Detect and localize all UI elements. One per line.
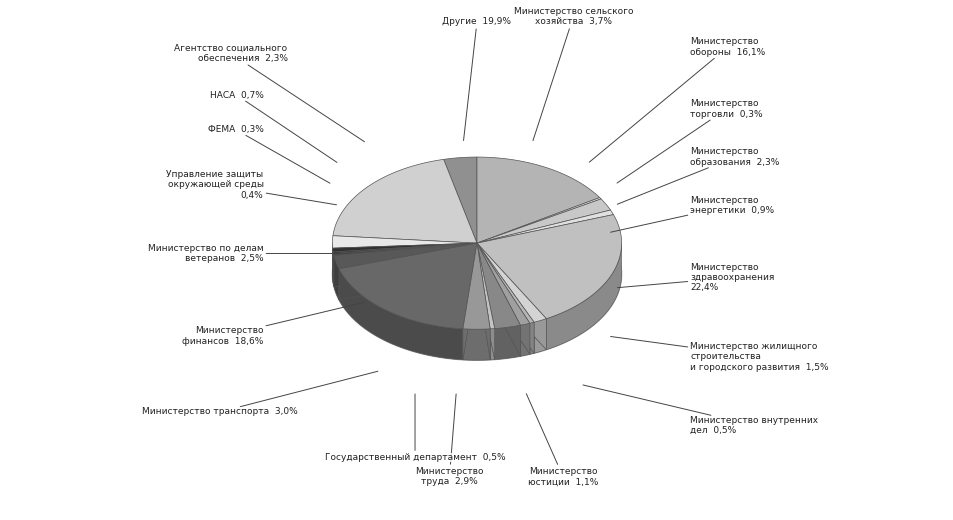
Polygon shape: [476, 243, 546, 349]
Polygon shape: [338, 243, 476, 300]
Polygon shape: [476, 243, 546, 322]
Polygon shape: [476, 243, 490, 360]
Polygon shape: [462, 329, 490, 360]
Text: Государственный департамент  0,5%: Государственный департамент 0,5%: [324, 394, 505, 462]
Polygon shape: [334, 243, 476, 284]
Polygon shape: [476, 243, 529, 325]
Text: Управление защиты
окружающей среды
0,4%: Управление защиты окружающей среды 0,4%: [166, 170, 336, 205]
Text: ФЕМА  0,3%: ФЕМА 0,3%: [208, 125, 330, 183]
Polygon shape: [462, 243, 476, 360]
Polygon shape: [334, 256, 338, 300]
Text: Министерство
юстиции  1,1%: Министерство юстиции 1,1%: [526, 394, 598, 486]
Text: Министерство внутренних
дел  0,5%: Министерство внутренних дел 0,5%: [582, 385, 818, 435]
Polygon shape: [495, 325, 520, 359]
Polygon shape: [332, 188, 621, 360]
Polygon shape: [333, 243, 476, 283]
Polygon shape: [476, 243, 520, 356]
Polygon shape: [334, 243, 476, 269]
Polygon shape: [476, 215, 621, 319]
Polygon shape: [476, 243, 495, 329]
Text: Министерство сельского
хозяйства  3,7%: Министерство сельского хозяйства 3,7%: [513, 7, 633, 140]
Polygon shape: [443, 157, 476, 243]
Text: Министерство по делам
ветеранов  2,5%: Министерство по делам ветеранов 2,5%: [148, 244, 350, 263]
Polygon shape: [332, 236, 476, 248]
Text: Министерство жилищного
строительства
и городского развития  1,5%: Министерство жилищного строительства и г…: [610, 336, 828, 372]
Polygon shape: [462, 243, 490, 329]
Text: Министерство
образования  2,3%: Министерство образования 2,3%: [617, 147, 779, 204]
Polygon shape: [476, 199, 610, 243]
Polygon shape: [334, 243, 476, 287]
Polygon shape: [476, 243, 495, 359]
Polygon shape: [334, 243, 476, 256]
Text: Министерство
труда  2,9%: Министерство труда 2,9%: [415, 394, 483, 486]
Polygon shape: [476, 243, 534, 353]
Polygon shape: [520, 323, 529, 356]
Polygon shape: [476, 243, 529, 354]
Polygon shape: [546, 243, 621, 349]
Polygon shape: [333, 243, 476, 283]
Text: Министерство
энергетики  0,9%: Министерство энергетики 0,9%: [610, 196, 774, 232]
Polygon shape: [490, 329, 495, 360]
Polygon shape: [333, 243, 476, 279]
Polygon shape: [476, 198, 600, 243]
Polygon shape: [338, 243, 476, 329]
Polygon shape: [462, 243, 476, 360]
Polygon shape: [476, 243, 490, 360]
Polygon shape: [476, 157, 599, 243]
Polygon shape: [476, 243, 534, 353]
Polygon shape: [476, 243, 520, 356]
Text: Министерство
финансов  18,6%: Министерство финансов 18,6%: [182, 302, 364, 346]
Polygon shape: [476, 243, 546, 349]
Polygon shape: [334, 243, 476, 287]
Polygon shape: [476, 243, 495, 359]
Polygon shape: [338, 269, 462, 360]
Polygon shape: [333, 243, 476, 279]
Polygon shape: [476, 243, 529, 354]
Text: Министерство транспорта  3,0%: Министерство транспорта 3,0%: [142, 371, 377, 417]
Polygon shape: [334, 243, 476, 284]
Polygon shape: [338, 243, 476, 300]
Polygon shape: [529, 322, 534, 354]
Text: Министерство
здравоохранения
22,4%: Министерство здравоохранения 22,4%: [617, 263, 774, 292]
Text: Министерство
обороны  16,1%: Министерство обороны 16,1%: [589, 37, 765, 162]
Polygon shape: [476, 243, 534, 323]
Text: Другие  19,9%: Другие 19,9%: [442, 17, 511, 140]
Polygon shape: [333, 159, 476, 243]
Polygon shape: [333, 243, 476, 252]
Polygon shape: [333, 243, 476, 254]
Text: НАСА  0,7%: НАСА 0,7%: [210, 90, 336, 162]
Text: Агентство социального
обеспечения  2,3%: Агентство социального обеспечения 2,3%: [174, 44, 364, 142]
Polygon shape: [476, 243, 520, 329]
Text: Министерство
торговли  0,3%: Министерство торговли 0,3%: [617, 99, 762, 183]
Polygon shape: [534, 319, 546, 353]
Polygon shape: [476, 210, 613, 243]
